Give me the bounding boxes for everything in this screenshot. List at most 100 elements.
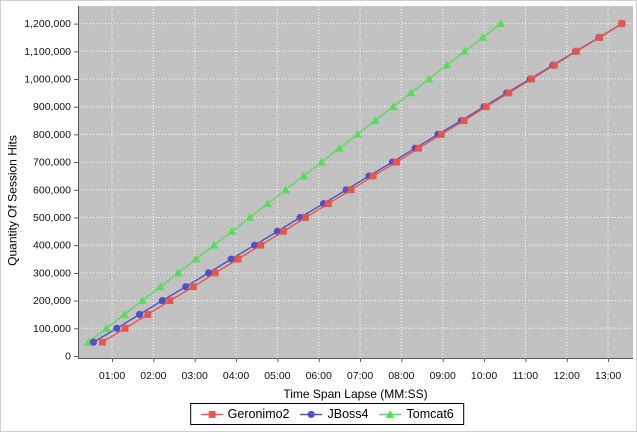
- x-tick-label: 04:00: [223, 370, 249, 382]
- data-point-marker: [299, 171, 308, 180]
- data-point-marker: [158, 297, 166, 305]
- data-point-marker: [618, 20, 626, 27]
- data-point-marker: [166, 297, 174, 304]
- data-point-marker: [460, 117, 468, 124]
- y-tick-label: 0: [65, 351, 71, 363]
- y-tick-label: 700,000: [33, 157, 71, 169]
- data-point-marker: [280, 227, 287, 235]
- x-axis-title: Time Span Lapse (MM:SS): [283, 387, 428, 401]
- data-point-marker: [393, 158, 400, 166]
- y-tick-label: 600,000: [33, 184, 71, 196]
- data-point-marker: [209, 240, 219, 249]
- gridlines: [78, 6, 633, 358]
- data-point-marker: [406, 88, 416, 97]
- data-point-marker: [442, 60, 452, 69]
- data-point-marker: [251, 241, 259, 249]
- data-point-marker: [370, 116, 380, 124]
- data-point-marker: [257, 241, 265, 249]
- data-point-marker: [317, 157, 326, 166]
- circle-marker-icon: [300, 410, 323, 418]
- y-tick-label: 1,000,000: [24, 74, 71, 86]
- data-point-marker: [496, 19, 505, 27]
- data-point-marker: [89, 338, 98, 346]
- data-point-marker: [324, 200, 332, 208]
- triangle-up-marker-icon: [379, 409, 402, 418]
- data-point-marker: [505, 89, 513, 97]
- data-point-marker: [263, 199, 273, 208]
- y-tick-label: 800,000: [33, 129, 71, 141]
- data-point-marker: [234, 255, 242, 263]
- data-point-marker: [245, 213, 255, 221]
- data-point-marker: [227, 226, 237, 235]
- data-point-marker: [273, 227, 281, 235]
- data-point-marker: [388, 102, 398, 111]
- data-point-marker: [281, 185, 291, 194]
- chart-legend: Geronimo2 JBoss4 Tomcat6: [189, 403, 464, 425]
- data-point-marker: [144, 311, 152, 318]
- x-tick-label: 10:00: [471, 370, 497, 382]
- data-point-marker: [369, 172, 377, 180]
- y-axis-title: Quantity Of Session Hits: [5, 135, 20, 266]
- data-point-marker: [189, 283, 197, 291]
- series-geronimo2: [98, 20, 626, 346]
- series-tomcat6: [84, 19, 505, 346]
- data-point-marker: [478, 33, 488, 41]
- y-tick-label: 200,000: [33, 295, 71, 307]
- x-tick-label: 01:00: [99, 370, 125, 382]
- data-point-marker: [137, 296, 147, 304]
- x-tick-label: 12:00: [554, 370, 580, 382]
- x-tick-label: 03:00: [182, 370, 208, 382]
- legend-item-geronimo2: Geronimo2: [200, 407, 290, 421]
- data-point-marker: [347, 186, 355, 194]
- data-point-marker: [173, 268, 183, 277]
- y-tick-label: 500,000: [33, 212, 71, 224]
- x-tick-label: 09:00: [430, 370, 456, 382]
- data-point-marker: [572, 47, 580, 55]
- x-tick-label: 08:00: [388, 370, 414, 382]
- data-point-marker: [135, 310, 144, 319]
- data-point-marker: [191, 254, 201, 263]
- data-point-marker: [550, 61, 558, 69]
- legend-label: Tomcat6: [406, 407, 454, 421]
- series-line: [102, 23, 623, 343]
- data-point-marker: [113, 324, 121, 332]
- y-tick-label: 1,200,000: [24, 18, 71, 30]
- data-point-marker: [182, 283, 190, 291]
- legend-label: JBoss4: [327, 407, 369, 421]
- data-point-marker: [102, 323, 111, 332]
- x-tick-label: 02:00: [140, 370, 166, 382]
- x-tick-label: 05:00: [264, 370, 290, 382]
- square-marker-icon: [200, 410, 223, 418]
- legend-label: Geronimo2: [227, 407, 290, 421]
- data-point-marker: [460, 46, 470, 55]
- y-tick-label: 400,000: [33, 240, 71, 252]
- x-tick-label: 07:00: [347, 370, 373, 382]
- x-tick-label: 06:00: [306, 370, 332, 382]
- tick-labels: 0 100,000 200,000 300,000 400,000 500,000 600,…: [24, 18, 621, 382]
- data-point-marker: [120, 310, 129, 318]
- x-tick-label: 13:00: [595, 370, 621, 382]
- data-point-marker: [155, 282, 165, 291]
- data-point-marker: [424, 74, 434, 83]
- data-point-marker: [302, 214, 310, 221]
- y-tick-label: 100,000: [33, 323, 71, 335]
- axes: [78, 6, 633, 359]
- data-point-marker: [227, 255, 235, 263]
- data-point-marker: [528, 75, 535, 83]
- data-point-marker: [204, 269, 213, 277]
- data-point-marker: [482, 103, 490, 111]
- data-point-marker: [121, 324, 129, 332]
- legend-item-tomcat6: Tomcat6: [379, 407, 454, 421]
- tick-marks: [74, 23, 610, 362]
- data-point-marker: [334, 143, 344, 152]
- y-tick-label: 300,000: [33, 267, 71, 279]
- data-point-marker: [352, 130, 362, 138]
- y-tick-label: 900,000: [33, 101, 71, 113]
- legend-item-jboss4: JBoss4: [300, 407, 369, 421]
- data-point-marker: [437, 131, 445, 138]
- data-point-marker: [415, 144, 422, 152]
- data-point-marker: [596, 34, 604, 41]
- x-tick-label: 11:00: [513, 370, 539, 382]
